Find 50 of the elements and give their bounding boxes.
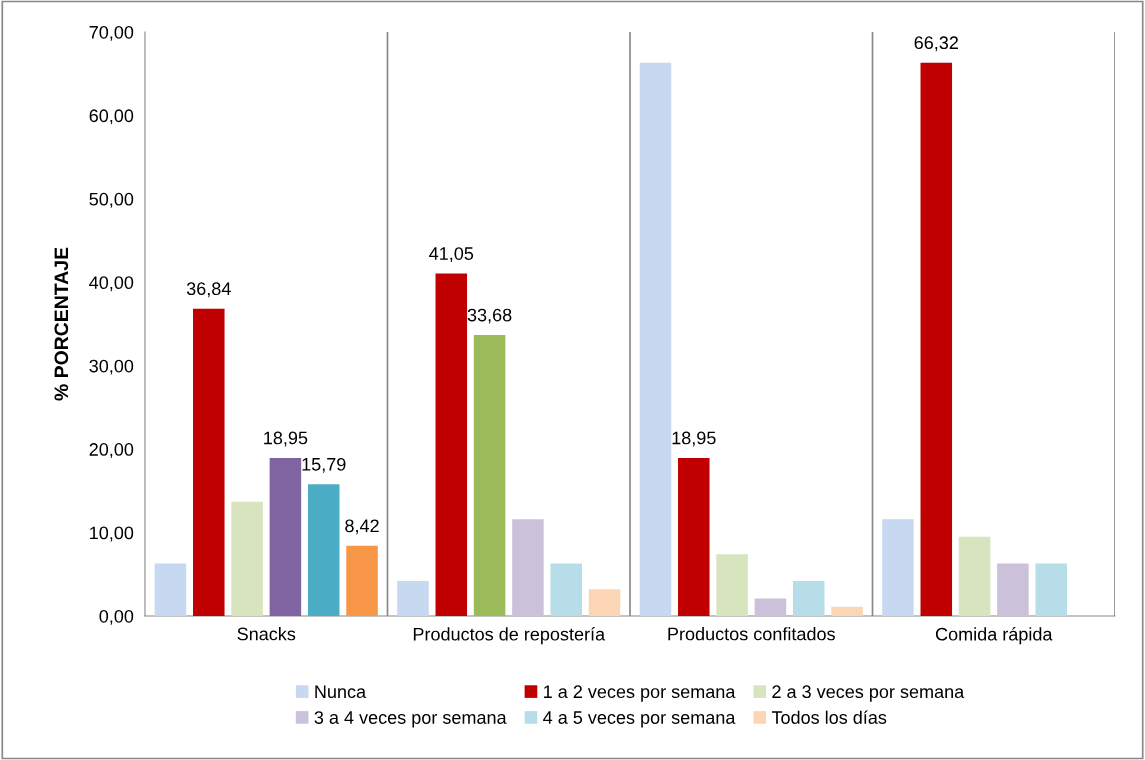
legend-label: 2 a 3 veces por semana [772, 685, 965, 702]
y-tick-label: 70,00 [89, 25, 134, 41]
y-tick-label: 20,00 [89, 443, 134, 458]
data-label: 33,68 [467, 308, 512, 324]
bar [435, 273, 468, 616]
x-tick-label: Productos confitados [668, 627, 835, 641]
x-tick-label: Snacks [237, 627, 296, 641]
bar [231, 501, 263, 616]
bar [920, 62, 953, 616]
bar [997, 563, 1029, 616]
y-tick-label: 10,00 [90, 526, 134, 542]
bar [831, 606, 863, 616]
data-label: 36,84 [186, 282, 231, 298]
y-tick-label: 60,00 [89, 109, 134, 125]
bar [958, 536, 991, 616]
data-label: 18,95 [672, 431, 716, 447]
data-label: 8,42 [345, 519, 379, 535]
y-tick-label: 40,00 [89, 276, 134, 292]
y-tick-label: 30,00 [89, 359, 134, 375]
bar [307, 484, 340, 616]
bar [512, 519, 544, 616]
y-tick-label: 0,00 [99, 609, 134, 625]
bar [346, 545, 378, 616]
legend-label: Todos los días [771, 710, 887, 724]
data-label: 66,32 [914, 36, 958, 52]
legend-label: 1 a 2 veces por semana [544, 685, 736, 702]
bar [154, 563, 187, 616]
bar [269, 457, 302, 616]
data-label: 41,05 [429, 247, 474, 263]
bar [397, 580, 429, 616]
bar [1035, 563, 1067, 616]
bar [473, 335, 506, 616]
bar [754, 598, 787, 616]
bar [193, 308, 225, 616]
bar [588, 589, 621, 616]
bar [678, 457, 710, 616]
legend-label: Nunca [315, 685, 367, 699]
bar [716, 554, 748, 616]
data-label: 15,79 [302, 457, 346, 473]
y-axis-title: % PORCENTAJE [54, 247, 69, 401]
legend-label: 3 a 4 veces por semana [314, 711, 507, 728]
bar [792, 580, 825, 616]
bar [639, 62, 672, 616]
data-label: 18,95 [264, 431, 308, 447]
bar [882, 519, 914, 616]
x-tick-label: Comida rápida [935, 627, 1053, 645]
y-tick-label: 50,00 [89, 192, 134, 208]
x-tick-label: Productos de repostería [413, 627, 606, 645]
legend-label: 4 a 5 veces por semana [543, 711, 736, 728]
bar [550, 563, 582, 616]
